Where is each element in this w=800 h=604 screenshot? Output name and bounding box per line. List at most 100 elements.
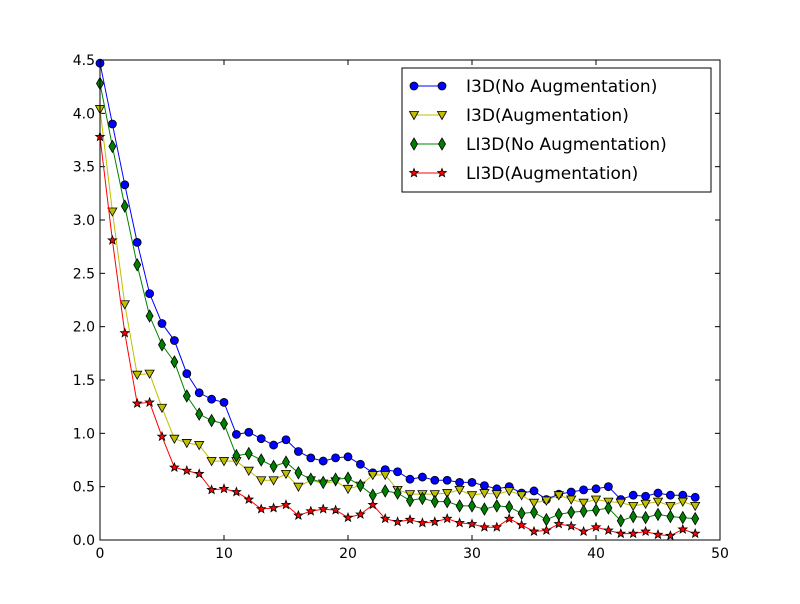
y-tick-label: 2.0 — [73, 320, 95, 336]
data-point — [541, 496, 552, 506]
legend-marker — [436, 167, 448, 178]
data-point — [590, 521, 602, 532]
legend-label: LI3D(No Augmentation) — [466, 135, 667, 155]
data-point — [479, 521, 490, 532]
data-point — [331, 472, 340, 486]
data-point — [503, 513, 515, 524]
data-point — [516, 519, 527, 530]
data-point — [591, 484, 601, 494]
data-point — [528, 525, 540, 537]
data-point — [182, 389, 191, 403]
y-tick-label: 2.5 — [73, 266, 95, 282]
data-point — [282, 455, 290, 469]
y-tick-label: 4.0 — [73, 106, 95, 122]
data-point — [492, 499, 501, 513]
data-point — [355, 508, 366, 519]
data-point — [342, 484, 354, 495]
legend-label: I3D(No Augmentation) — [466, 77, 657, 97]
data-point — [145, 309, 154, 323]
data-point — [231, 429, 241, 439]
data-point — [441, 513, 453, 524]
data-point — [343, 452, 353, 462]
data-point — [640, 525, 651, 537]
data-point — [342, 511, 354, 523]
data-point — [567, 505, 576, 520]
data-point — [355, 459, 365, 469]
data-point — [181, 465, 193, 476]
legend-label: LI3D(Augmentation) — [466, 164, 638, 184]
data-point — [380, 471, 391, 481]
data-point — [195, 407, 204, 421]
data-point — [455, 499, 464, 513]
data-point — [677, 497, 688, 507]
data-point — [280, 469, 292, 480]
data-point — [206, 484, 217, 495]
data-point — [529, 486, 539, 496]
data-point — [405, 474, 415, 484]
legend-label: I3D(Augmentation) — [466, 106, 629, 126]
data-point — [616, 514, 625, 528]
data-point — [218, 457, 230, 467]
data-point — [666, 490, 675, 500]
data-point — [578, 498, 589, 508]
data-point — [256, 476, 267, 486]
data-point — [604, 482, 613, 492]
x-tick-label: 0 — [96, 546, 105, 562]
legend-marker — [408, 167, 420, 178]
data-point — [629, 509, 638, 524]
data-point — [443, 494, 452, 509]
data-point — [504, 487, 515, 497]
data-point — [170, 355, 179, 369]
data-point — [392, 516, 403, 527]
x-tick-label: 10 — [215, 546, 233, 562]
x-tick-label: 40 — [587, 546, 605, 562]
y-tick-label: 1.0 — [73, 426, 95, 442]
data-point — [108, 119, 117, 129]
data-point — [318, 456, 328, 466]
data-point — [466, 491, 478, 501]
y-tick-label: 3.0 — [73, 213, 95, 229]
data-point — [641, 510, 650, 525]
data-point — [442, 475, 452, 485]
data-point — [181, 439, 192, 449]
data-point — [132, 370, 143, 380]
data-point — [517, 506, 526, 521]
data-point — [566, 495, 577, 505]
data-point — [331, 453, 341, 463]
y-tick-label: 4.5 — [73, 53, 95, 69]
data-point — [578, 525, 589, 537]
data-point — [491, 490, 502, 500]
x-tick-label: 50 — [711, 546, 729, 562]
data-point — [429, 490, 440, 500]
data-point — [206, 457, 217, 467]
data-point — [220, 416, 228, 431]
data-point — [467, 477, 477, 487]
data-point — [194, 441, 205, 451]
data-point — [579, 504, 588, 518]
data-point — [479, 481, 489, 491]
data-point — [317, 503, 329, 514]
data-point — [107, 207, 118, 217]
data-point — [429, 516, 441, 527]
data-point — [678, 510, 687, 525]
data-point — [468, 499, 476, 513]
data-point — [406, 493, 414, 508]
data-point — [244, 446, 253, 461]
data-point — [281, 435, 291, 445]
data-point — [418, 491, 427, 506]
data-point — [356, 478, 365, 493]
data-point — [294, 466, 303, 480]
legend-marker — [409, 81, 419, 91]
data-point — [268, 476, 279, 486]
data-point — [603, 524, 614, 535]
data-point — [255, 503, 267, 514]
data-point — [367, 471, 378, 481]
data-point — [541, 524, 552, 535]
data-point — [689, 527, 701, 539]
legend-marker — [437, 81, 447, 91]
data-point — [145, 289, 155, 299]
data-point — [306, 472, 315, 486]
data-point — [379, 513, 391, 524]
